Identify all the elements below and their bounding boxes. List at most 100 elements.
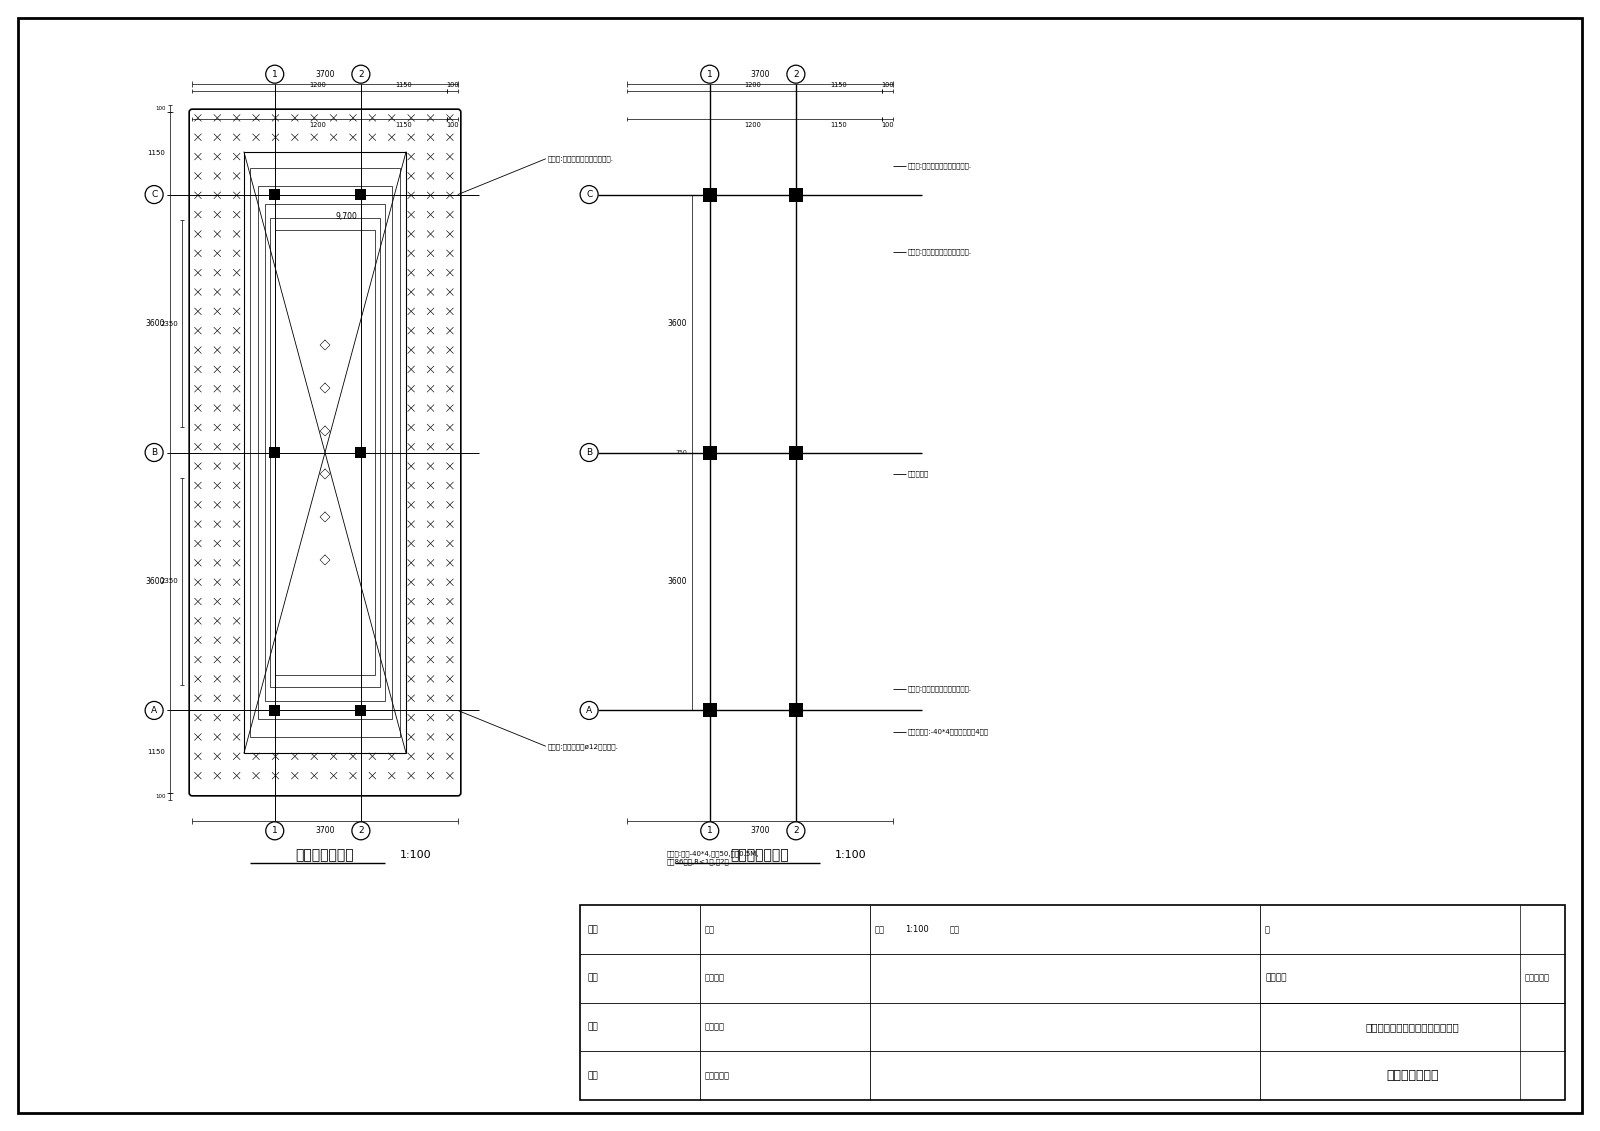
Text: 100: 100: [446, 122, 459, 128]
Text: C: C: [150, 190, 157, 199]
Text: 3600: 3600: [146, 319, 165, 328]
Text: A: A: [150, 706, 157, 715]
Bar: [275, 231, 374, 674]
Text: 测试卡:镀锌-40*4,柱面50,距地0.5M,
外装86明盒,R<1欧,共2处.: 测试卡:镀锌-40*4,柱面50,距地0.5M, 外装86明盒,R<1欧,共2处…: [667, 851, 758, 865]
Text: 1:100: 1:100: [400, 851, 432, 860]
Text: 3600: 3600: [667, 319, 686, 328]
Text: 排水闸启闭机房: 排水闸启闭机房: [1386, 1069, 1438, 1082]
Text: 设计: 设计: [589, 974, 598, 983]
Bar: [269, 447, 280, 458]
Bar: [702, 188, 717, 201]
Text: 1:100: 1:100: [906, 925, 928, 934]
Text: 3700: 3700: [315, 826, 334, 835]
Text: 审核: 审核: [706, 925, 715, 934]
Text: 1200: 1200: [309, 122, 326, 128]
Text: 3700: 3700: [315, 70, 334, 79]
Text: 总等电位箱: 总等电位箱: [907, 470, 930, 477]
Circle shape: [581, 701, 598, 719]
Text: B: B: [150, 448, 157, 457]
Circle shape: [266, 66, 283, 84]
Text: 1200: 1200: [309, 83, 326, 88]
Text: 1150: 1150: [147, 749, 165, 754]
Text: 3700: 3700: [750, 70, 770, 79]
Text: 屋面防雷平面图、基础接地平面图: 屋面防雷平面图、基础接地平面图: [1366, 1022, 1459, 1031]
Text: 3600: 3600: [146, 577, 165, 586]
Bar: [789, 703, 803, 717]
Text: 接地体:地梁下侧二根主钢筋焊通.: 接地体:地梁下侧二根主钢筋焊通.: [907, 249, 971, 256]
Text: 日至: 日至: [950, 925, 960, 934]
Text: 2350: 2350: [160, 320, 178, 327]
Text: 1150: 1150: [395, 122, 413, 128]
Text: 100: 100: [155, 106, 166, 111]
Text: 校对: 校对: [589, 1022, 598, 1031]
Text: 3700: 3700: [750, 826, 770, 835]
Text: 院总工程师: 院总工程师: [706, 1071, 730, 1080]
Text: 项目经理: 项目经理: [706, 974, 725, 983]
Bar: [270, 218, 379, 688]
Text: C: C: [586, 190, 592, 199]
Text: 比例: 比例: [875, 925, 885, 934]
Bar: [789, 188, 803, 201]
Bar: [702, 703, 717, 717]
Bar: [250, 167, 400, 737]
Bar: [355, 705, 366, 716]
Text: 1200: 1200: [744, 83, 762, 88]
Text: 1: 1: [707, 827, 712, 836]
Text: 100: 100: [155, 794, 166, 798]
Text: 100: 100: [882, 83, 894, 88]
Text: 电气部分: 电气部分: [1266, 974, 1286, 983]
Text: 1:100: 1:100: [835, 851, 867, 860]
Text: 1150: 1150: [147, 150, 165, 156]
Text: 公司总工: 公司总工: [706, 1022, 725, 1031]
Text: 9,700: 9,700: [336, 211, 357, 221]
Text: 接地板:柱基内认定圆眼钢筋焊通.: 接地板:柱基内认定圆眼钢筋焊通.: [907, 163, 971, 170]
Text: 基础接地平面图: 基础接地平面图: [731, 848, 789, 862]
Bar: [264, 204, 386, 701]
Text: 1150: 1150: [395, 83, 413, 88]
Circle shape: [581, 443, 598, 461]
Text: 校核: 校核: [589, 1071, 598, 1080]
Text: 100: 100: [882, 122, 894, 128]
Text: B: B: [586, 448, 592, 457]
Bar: [355, 447, 366, 458]
Circle shape: [146, 701, 163, 719]
Circle shape: [352, 66, 370, 84]
Text: 1150: 1150: [830, 83, 848, 88]
Text: 1150: 1150: [830, 122, 848, 128]
Text: 2: 2: [794, 70, 798, 79]
Text: 2350: 2350: [160, 578, 178, 585]
Circle shape: [701, 66, 718, 84]
Circle shape: [146, 185, 163, 204]
Text: 屋面防雷平面图: 屋面防雷平面图: [296, 848, 354, 862]
Text: A: A: [586, 706, 592, 715]
Bar: [269, 705, 280, 716]
Text: 1200: 1200: [744, 122, 762, 128]
Text: 施工图设计: 施工图设计: [1525, 974, 1550, 983]
Bar: [269, 189, 280, 200]
Bar: [702, 446, 717, 459]
Text: 引下线:柱内外侧二根主钢筋焊通.: 引下线:柱内外侧二根主钢筋焊通.: [907, 685, 971, 692]
Text: 图: 图: [1266, 925, 1270, 934]
Text: 2: 2: [794, 827, 798, 836]
Circle shape: [701, 822, 718, 840]
Text: 描图: 描图: [589, 925, 598, 934]
Bar: [355, 189, 366, 200]
Text: 避雷带:屋面楣镀锌ø12周圈焊通.: 避雷带:屋面楣镀锌ø12周圈焊通.: [547, 743, 619, 750]
Text: 延长接地体:-40*4镀锌扁圆（共4处）: 延长接地体:-40*4镀锌扁圆（共4处）: [907, 728, 989, 735]
Bar: [243, 152, 406, 753]
Bar: [258, 185, 392, 719]
Text: 100: 100: [446, 83, 459, 88]
Bar: [789, 446, 803, 459]
Circle shape: [352, 822, 370, 840]
Circle shape: [581, 185, 598, 204]
Text: 2: 2: [358, 70, 363, 79]
Text: 3600: 3600: [667, 577, 686, 586]
Bar: [579, 905, 1565, 1100]
Text: 750: 750: [675, 450, 686, 455]
Circle shape: [266, 822, 283, 840]
Text: 2: 2: [358, 827, 363, 836]
Text: 1: 1: [272, 827, 278, 836]
Text: 1: 1: [272, 70, 278, 79]
Circle shape: [787, 66, 805, 84]
Text: 引下线:柱内外侧二根主钢筋焊通.: 引下线:柱内外侧二根主钢筋焊通.: [547, 155, 614, 162]
